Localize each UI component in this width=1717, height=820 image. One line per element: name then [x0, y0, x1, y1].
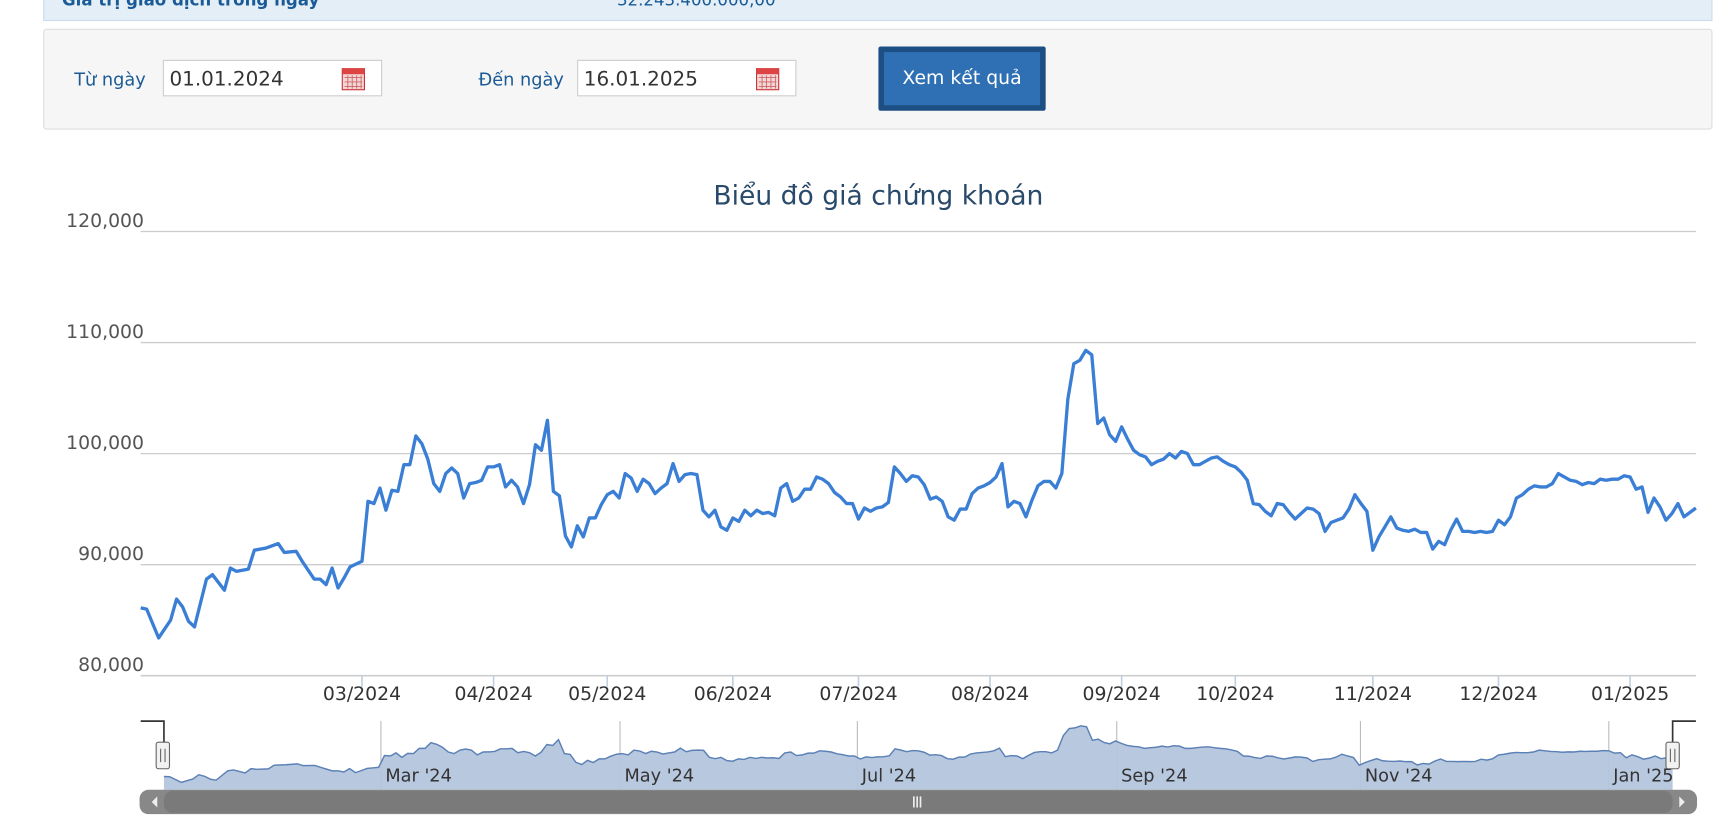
- info-value: 32.243.400.000,00: [616, 0, 776, 10]
- navigator-line: [163, 725, 1673, 784]
- x-tick-label: 01/2025: [1591, 684, 1669, 705]
- scroll-right-arrow[interactable]: [1679, 796, 1685, 808]
- navigator-handle[interactable]: [1665, 741, 1680, 770]
- from-label: Từ ngày: [74, 68, 146, 90]
- y-tick-label: 80,000: [78, 655, 144, 676]
- navigator-outline: [140, 720, 1696, 743]
- y-tick-label: 100,000: [66, 433, 144, 454]
- from-date-input[interactable]: 01.01.2024: [162, 59, 383, 97]
- x-tick-label: 10/2024: [1196, 684, 1274, 705]
- x-tick-label: 08/2024: [951, 684, 1029, 705]
- x-tick-label: 07/2024: [819, 684, 897, 705]
- scroll-left-arrow[interactable]: [151, 796, 158, 808]
- navigator-tick-label: May '24: [624, 766, 694, 786]
- x-tick-label: 04/2024: [454, 684, 532, 705]
- to-date-value: 16.01.2025: [583, 67, 698, 91]
- from-date-value: 01.01.2024: [169, 67, 284, 91]
- handle-grip: [1669, 748, 1676, 763]
- x-tick-label: 03/2024: [323, 684, 401, 705]
- x-tick-label: 05/2024: [568, 684, 646, 705]
- handle-grip: [160, 748, 166, 763]
- navigator-tick-label: Nov '24: [1365, 766, 1433, 786]
- navigator-tick-label: Jul '24: [861, 766, 916, 786]
- to-date-input[interactable]: 16.01.2025: [577, 59, 797, 97]
- y-tick-label: 90,000: [78, 544, 144, 565]
- x-tick-label: 11/2024: [1334, 684, 1412, 705]
- navigator-tick-label: Mar '24: [385, 766, 451, 786]
- submit-button[interactable]: Xem kết quả: [878, 46, 1046, 111]
- calendar-icon[interactable]: [755, 66, 780, 91]
- info-row: Giá trị giao dịch trong ngày 32.243.400.…: [43, 0, 1713, 22]
- to-label: Đến ngày: [478, 68, 564, 90]
- x-tick-label: 06/2024: [694, 684, 772, 705]
- scrollbar-grip: [913, 796, 922, 808]
- calendar-icon[interactable]: [341, 66, 365, 91]
- x-tick-label: 12/2024: [1459, 684, 1537, 705]
- y-tick-label: 110,000: [66, 322, 144, 343]
- price-line: [140, 348, 1697, 640]
- chart-title: Biểu đồ giá chứng khoán: [713, 181, 1043, 212]
- button-label: Xem kết quả: [883, 52, 1041, 106]
- navigator-tick-label: Jan '25: [1612, 766, 1673, 786]
- navigator-handle[interactable]: [155, 741, 171, 770]
- navigator-area: [163, 725, 1673, 790]
- y-tick-label: 120,000: [66, 211, 144, 232]
- scrollbar-thumb[interactable]: [163, 790, 1673, 814]
- info-label: Giá trị giao dịch trong ngày: [62, 0, 320, 10]
- navigator-tick-label: Sep '24: [1121, 766, 1187, 786]
- x-tick-label: 09/2024: [1083, 684, 1161, 705]
